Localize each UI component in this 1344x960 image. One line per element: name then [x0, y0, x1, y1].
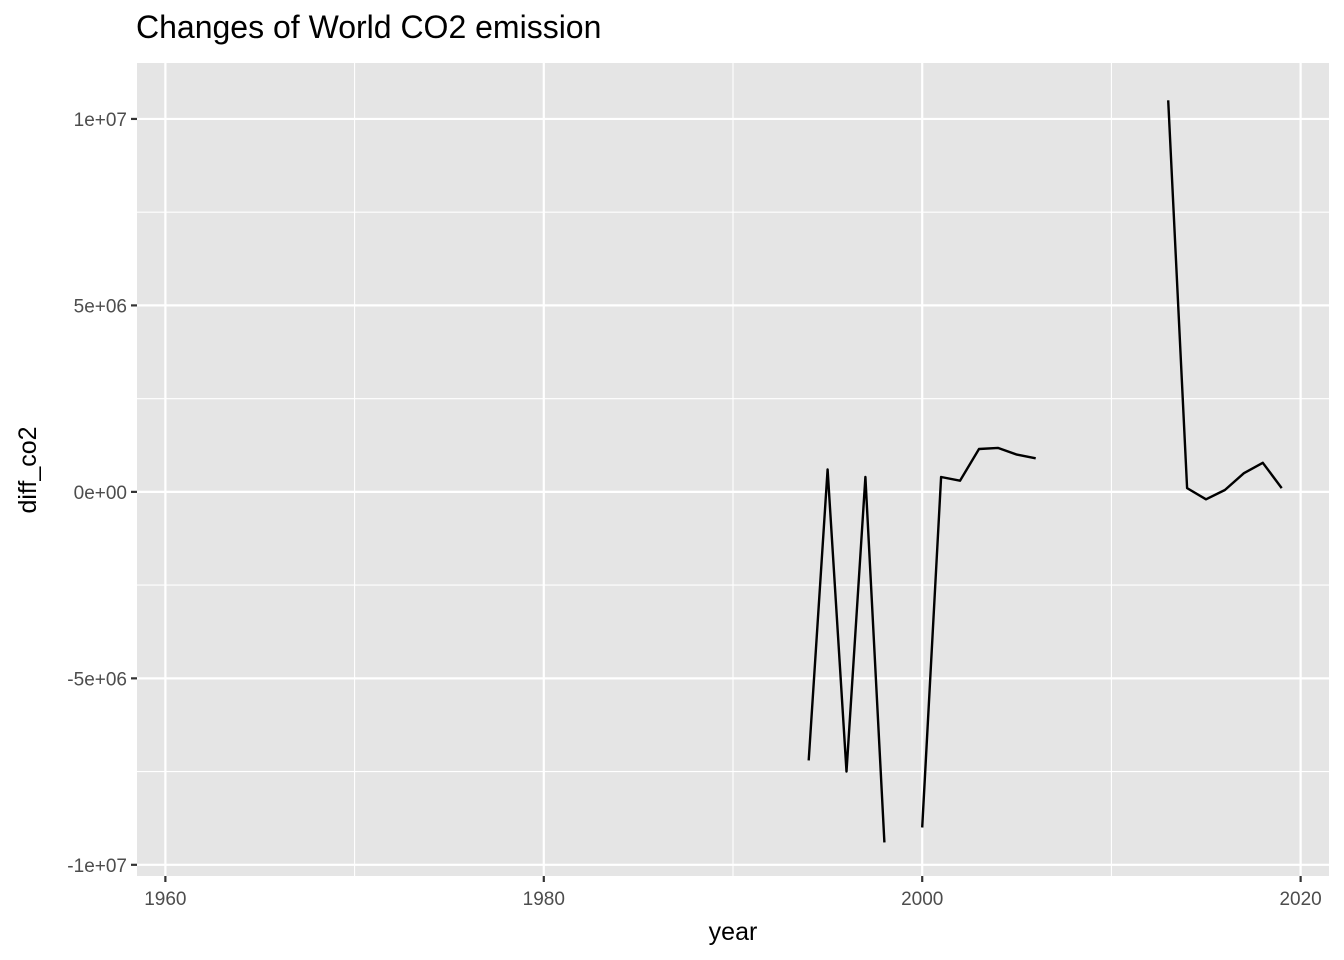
y-tick-label: 5e+06 — [74, 296, 127, 317]
y-tick-label: -1e+07 — [67, 856, 127, 877]
series-line-segment — [1167, 100, 1283, 501]
series-line-segment — [807, 468, 886, 843]
series-line-segment — [921, 446, 1036, 828]
minor-gridlines — [137, 63, 1329, 876]
y-tick-label: 0e+00 — [74, 483, 127, 504]
x-tick-label: 1980 — [523, 889, 565, 910]
y-tick-label: 1e+07 — [74, 110, 127, 131]
y-axis: -1e+07 -5e+06 0e+00 5e+06 1e+07 — [67, 110, 137, 877]
chart-title: Changes of World CO2 emission — [136, 9, 601, 45]
major-gridlines — [137, 63, 1329, 876]
x-tick-label: 2020 — [1279, 889, 1321, 910]
x-axis-title: year — [709, 918, 758, 946]
x-tick-label: 2000 — [901, 889, 943, 910]
series-diff-co2 — [807, 100, 1283, 843]
x-axis: 1960 1980 2000 2020 — [144, 876, 1322, 910]
x-tick-label: 1960 — [144, 889, 186, 910]
y-axis-title: diff_co2 — [14, 426, 42, 513]
y-tick-label: -5e+06 — [67, 669, 127, 690]
